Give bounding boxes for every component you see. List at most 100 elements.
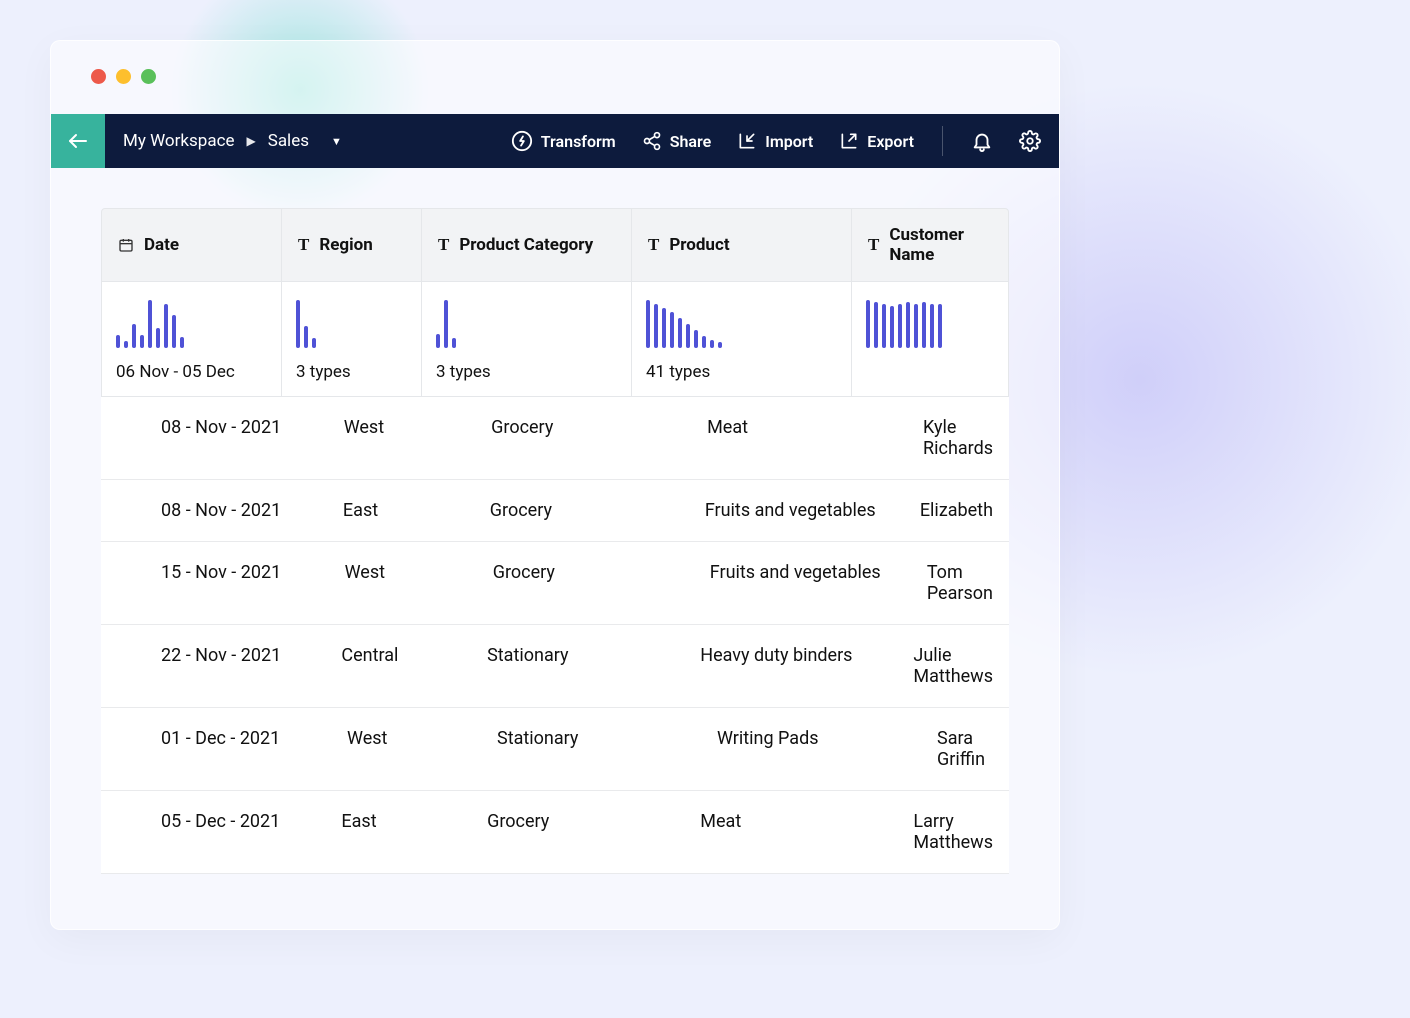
- window-controls: [51, 41, 1059, 84]
- sparkline-bar: [180, 337, 184, 348]
- sparkline-bar: [866, 300, 870, 348]
- cell-customer: Elizabeth: [904, 500, 1009, 521]
- cell-customer: Julie Matthews: [897, 645, 1009, 687]
- cell-category: Stationary: [481, 728, 701, 770]
- table-row[interactable]: 01 - Dec - 2021WestStationaryWriting Pad…: [101, 708, 1009, 791]
- summary-cell-category: 3 types: [422, 282, 632, 396]
- table-row[interactable]: 22 - Nov - 2021CentralStationaryHeavy du…: [101, 625, 1009, 708]
- sparkline-bar: [296, 300, 300, 348]
- cell-category: Grocery: [474, 500, 689, 521]
- toolbar: My Workspace ▶ Sales ▼ Transform Share I…: [51, 114, 1059, 168]
- cell-product: Fruits and vegetables: [694, 562, 911, 604]
- export-button[interactable]: Export: [839, 131, 914, 151]
- cell-date: 05 - Dec - 2021: [101, 811, 325, 853]
- cell-region: West: [328, 417, 475, 459]
- table-row[interactable]: 05 - Dec - 2021EastGroceryMeatLarry Matt…: [101, 791, 1009, 874]
- summary-label-category: 3 types: [436, 362, 617, 382]
- sparkline-bar: [718, 342, 722, 348]
- share-icon: [642, 131, 662, 151]
- cell-category: Grocery: [477, 562, 694, 604]
- sparkline-bar: [662, 308, 666, 348]
- close-window-button[interactable]: [91, 69, 106, 84]
- sparkline-bar: [304, 326, 308, 348]
- breadcrumb-item[interactable]: Sales: [268, 131, 309, 151]
- sparkline-bar: [890, 306, 894, 348]
- breadcrumb-workspace[interactable]: My Workspace: [123, 131, 234, 151]
- minimize-window-button[interactable]: [116, 69, 131, 84]
- cell-product: Meat: [684, 811, 897, 853]
- cell-date: 22 - Nov - 2021: [101, 645, 325, 687]
- column-header-category[interactable]: T Product Category: [422, 209, 632, 281]
- sparkline-bar: [452, 338, 456, 348]
- cell-category: Grocery: [475, 417, 691, 459]
- cell-product: Fruits and vegetables: [689, 500, 904, 521]
- text-type-icon: T: [868, 235, 879, 255]
- sparkline-bar: [436, 334, 440, 348]
- sparkline-date: [116, 300, 267, 348]
- column-header-label: Product Category: [459, 235, 593, 255]
- sparkline-bar: [164, 304, 168, 348]
- sparkline-bar: [938, 304, 942, 348]
- maximize-window-button[interactable]: [141, 69, 156, 84]
- column-header-label: Region: [319, 235, 372, 255]
- sparkline-region: [296, 300, 407, 348]
- sparkline-bar: [156, 328, 160, 348]
- transform-label: Transform: [541, 132, 616, 151]
- export-label: Export: [867, 132, 914, 151]
- summary-label-product: 41 types: [646, 362, 837, 382]
- import-label: Import: [765, 132, 813, 151]
- share-button[interactable]: Share: [642, 131, 712, 151]
- cell-region: Central: [325, 645, 471, 687]
- bell-icon: [971, 130, 993, 152]
- cell-customer: Larry Matthews: [897, 811, 1009, 853]
- cell-region: East: [325, 811, 471, 853]
- sparkline-bar: [172, 315, 176, 348]
- cell-date: 01 - Dec - 2021: [101, 728, 331, 770]
- cell-region: East: [327, 500, 474, 521]
- sparkline-bar: [124, 341, 128, 348]
- table-row[interactable]: 15 - Nov - 2021WestGroceryFruits and veg…: [101, 542, 1009, 625]
- export-icon: [839, 131, 859, 151]
- cell-product: Heavy duty binders: [684, 645, 897, 687]
- share-label: Share: [670, 132, 712, 151]
- sparkline-bar: [906, 302, 910, 348]
- text-type-icon: T: [298, 235, 309, 255]
- column-header-product[interactable]: T Product: [632, 209, 852, 281]
- cell-date: 15 - Nov - 2021: [101, 562, 329, 604]
- summary-cell-customer: [852, 282, 1008, 396]
- sparkline-bar: [922, 302, 926, 348]
- sparkline-bar: [654, 304, 658, 348]
- table-row[interactable]: 08 - Nov - 2021WestGroceryMeatKyle Richa…: [101, 397, 1009, 480]
- transform-button[interactable]: Transform: [511, 130, 616, 152]
- cell-customer: Kyle Richards: [907, 417, 1009, 459]
- notifications-button[interactable]: [971, 130, 993, 152]
- column-header-date[interactable]: Date: [102, 209, 282, 281]
- sparkline-bar: [140, 335, 144, 348]
- column-header-customer[interactable]: T Customer Name: [852, 209, 1008, 281]
- settings-button[interactable]: [1019, 130, 1041, 152]
- summary-row: 06 Nov - 05 Dec 3 types 3 types 41 types: [101, 282, 1009, 397]
- cell-customer: Sara Griffin: [921, 728, 1009, 770]
- sparkline-bar: [116, 335, 120, 348]
- back-button[interactable]: [51, 114, 105, 168]
- table-row[interactable]: 08 - Nov - 2021EastGroceryFruits and veg…: [101, 480, 1009, 542]
- import-button[interactable]: Import: [737, 131, 813, 151]
- sparkline-bar: [930, 304, 934, 348]
- sparkline-bar: [914, 304, 918, 348]
- column-header-label: Customer Name: [889, 225, 992, 265]
- summary-cell-date: 06 Nov - 05 Dec: [102, 282, 282, 396]
- arrow-left-icon: [66, 129, 90, 153]
- summary-label-region: 3 types: [296, 362, 407, 382]
- table-header-row: Date T Region T Product Category T Produ…: [101, 208, 1009, 282]
- sparkline-bar: [312, 338, 316, 348]
- cell-date: 08 - Nov - 2021: [101, 500, 327, 521]
- sparkline-bar: [670, 312, 674, 348]
- summary-cell-product: 41 types: [632, 282, 852, 396]
- cell-customer: Tom Pearson: [911, 562, 1009, 604]
- chevron-down-icon[interactable]: ▼: [331, 135, 342, 148]
- column-header-region[interactable]: T Region: [282, 209, 422, 281]
- sparkline-bar: [898, 304, 902, 348]
- text-type-icon: T: [438, 235, 449, 255]
- column-header-label: Date: [144, 235, 179, 255]
- sparkline-product: [646, 300, 837, 348]
